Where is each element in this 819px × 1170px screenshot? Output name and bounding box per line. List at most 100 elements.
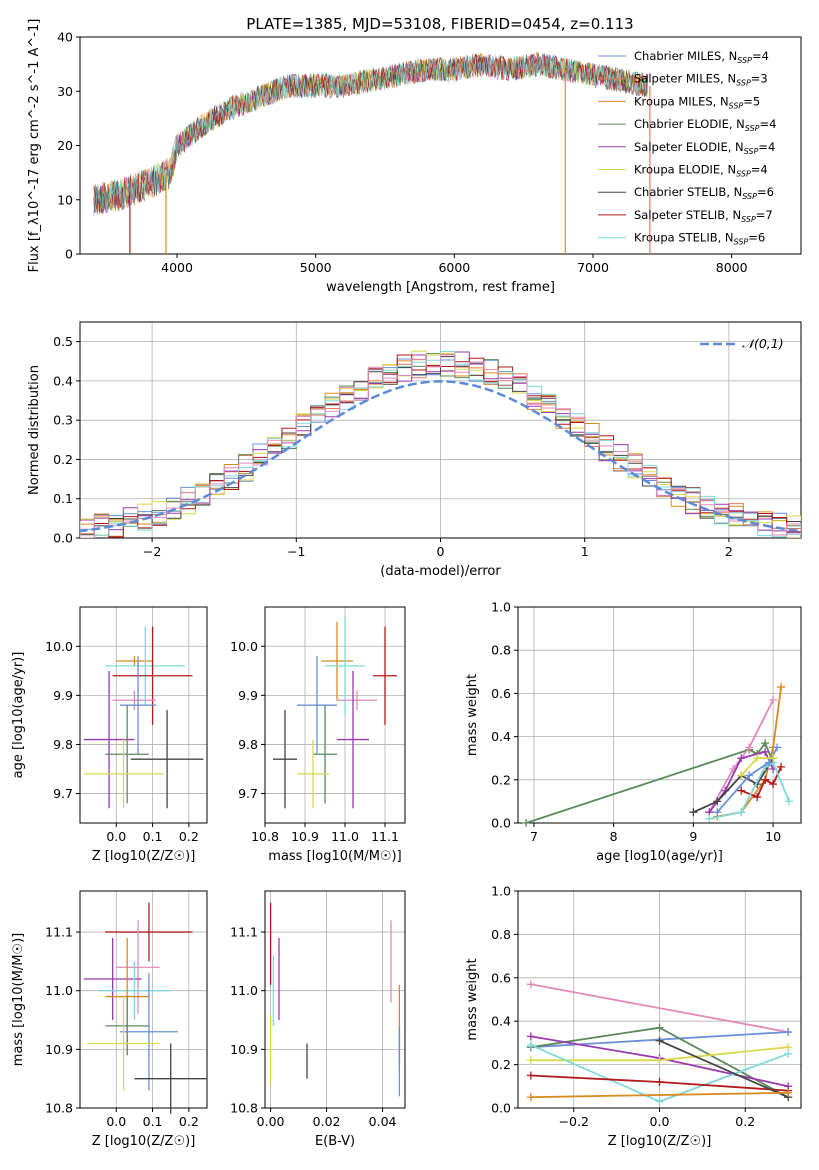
weight-marker [785,797,794,806]
y-tick-label: 11.0 [45,983,73,998]
age-vs-Z-axes: 0.0 0.1 0.2 9.7 9.8 9.9 10.0 Z [log10(Z/Z☉)] age… [11,606,208,864]
x-tick-label: 10 [765,829,781,844]
y-axis-label: Flux [f_λ10^-17 erg cm^-2 s^-1 A^-1] [27,19,42,273]
weight-marker [745,771,754,780]
weight-marker [655,1077,664,1086]
legend-label: Salpeter MILES, NSSP=3 [634,72,768,88]
x-tick-label: 0.1 [143,829,163,844]
x-tick-label: −0.2 [559,1114,589,1129]
mass-vs-EBV-points [269,902,401,1097]
weight-marker [526,1041,535,1050]
weight-marker [737,771,746,780]
age-vs-Z-points [83,626,204,809]
y-tick-label: 9.8 [238,737,258,752]
weight-marker [526,1056,535,1065]
legend-label: Kroupa STELIB, NSSP=6 [634,231,765,247]
spectrum-axes: 4000 5000 6000 7000 8000 0 10 20 30 40 wavelength … [27,19,802,295]
x-tick-label: 0.2 [735,1114,755,1129]
x-tick-label: 0.0 [650,1114,670,1129]
figure-title: PLATE=1385, MJD=53108, FIBERID=0454, z=0… [246,15,633,33]
x-tick-label: 1 [581,544,589,559]
x-tick-label: 0.2 [179,829,199,844]
legend-label: 𝒩(0,1) [742,336,784,351]
x-tick-label: 11.0 [331,829,359,844]
y-tick-label: 0.5 [53,334,73,349]
axes-frame [79,606,208,824]
y-tick-label: 0.8 [491,643,511,658]
spectrum-series-line [93,52,649,214]
legend-label: Chabrier STELIB, NSSP=6 [634,185,774,201]
weight-marker [737,808,746,817]
y-tick-label: 10.0 [230,639,258,654]
y-tick-label: 10 [57,192,73,207]
y-tick-label: 10.8 [230,1101,258,1116]
weight-marker [784,1028,793,1037]
y-tick-label: 9.8 [53,737,73,752]
weight-vs-Z-axes: −0.2 0.0 0.2 0.0 0.2 0.4 0.6 0.8 1.0 Z [log10(Z/Z… [465,884,802,1149]
weight-marker [761,747,770,756]
y-tick-label: 9.7 [53,786,73,801]
x-tick-label: 9 [689,829,697,844]
weight-marker [526,1032,535,1041]
weight-marker [753,793,762,802]
x-axis-label: (data-model)/error [380,564,501,579]
x-tick-label: 10.8 [251,829,279,844]
weight-marker [745,743,754,752]
weight-line [530,1091,789,1099]
weight-marker [655,1097,664,1106]
histogram-step [80,354,801,538]
y-tick-label: 20 [57,138,73,153]
y-tick-label: 11.0 [230,983,258,998]
y-tick-label: 0.4 [53,373,73,388]
x-axis-label: mass [log10(M/M☉)] [268,849,401,864]
y-tick-label: 0.4 [491,729,511,744]
y-axis-label: mass weight [465,674,480,756]
weight-line [740,766,782,799]
y-tick-label: 1.0 [491,600,511,615]
weight-marker [753,754,762,763]
weight-marker [769,780,778,789]
weight-marker [526,980,535,989]
x-tick-label: 11.1 [371,829,399,844]
weight-marker [784,1049,793,1058]
weight-marker [769,695,778,704]
weight-marker [705,814,714,823]
x-tick-label: 0.02 [313,1114,341,1129]
x-tick-label: 0.2 [179,1114,199,1129]
y-tick-label: 9.9 [238,688,258,703]
y-tick-label: 0.2 [53,452,73,467]
weight-marker [784,1088,793,1097]
axes-frame [79,890,208,1109]
y-axis-label: Normed distribution [27,365,42,495]
weight-marker [655,1023,664,1032]
y-tick-label: 9.9 [53,688,73,703]
weight-vs-age-axes: 7 8 9 10 0.0 0.2 0.4 0.6 0.8 1.0 age [log10(age/yr… [465,600,802,864]
x-tick-label: −2 [143,544,161,559]
y-tick-label: 0.3 [53,413,73,428]
spectrum-legend: Chabrier MILES, NSSP=4 Salpeter MILES, NS… [598,49,776,247]
x-tick-label: 6000 [438,260,470,275]
axes-frame [517,606,802,824]
y-tick-label: 0.2 [491,772,511,787]
x-axis-label: Z [log10(Z/Z☉)] [92,849,196,864]
age-vs-mass-points [273,616,397,809]
y-axis-label: age [log10(age/yr)] [11,652,26,779]
y-tick-label: 9.7 [238,786,258,801]
y-axis-label: mass weight [465,958,480,1040]
weight-marker [777,762,786,771]
weight-marker [526,1071,535,1080]
legend-label: Kroupa MILES, NSSP=5 [634,94,760,110]
legend-label: Salpeter ELODIE, NSSP=4 [634,140,775,156]
weight-marker [777,682,786,691]
legend-label: Chabrier MILES, NSSP=4 [634,49,769,65]
weight-marker [526,1093,535,1102]
y-tick-label: 0.6 [491,686,511,701]
y-tick-label: 0.4 [491,1014,511,1029]
weight-vs-age-lines [521,682,794,827]
weight-marker [655,1056,664,1065]
legend-label: Salpeter STELIB, NSSP=7 [634,208,773,224]
x-axis-label: Z [log10(Z/Z☉)] [92,1134,196,1149]
y-tick-label: 0.6 [491,970,511,985]
x-tick-label: 7000 [577,260,609,275]
